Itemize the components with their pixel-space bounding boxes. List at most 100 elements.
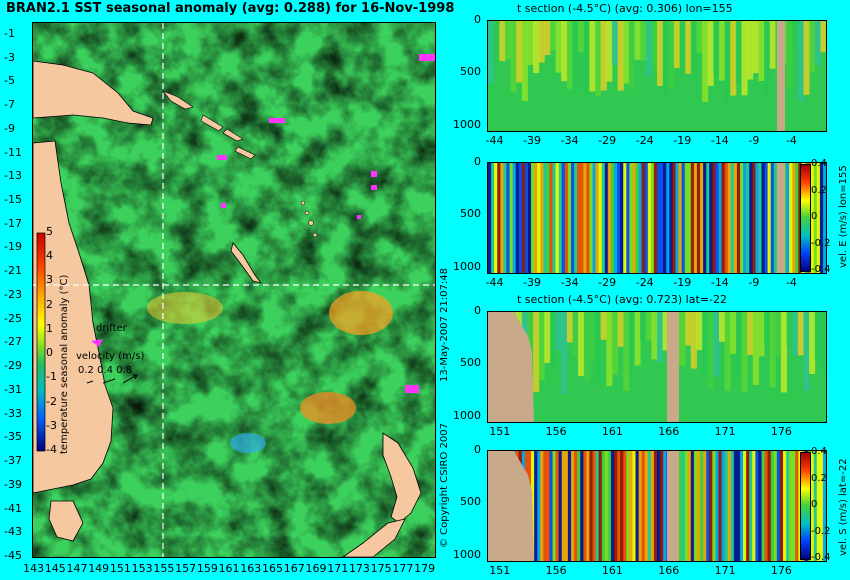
lat-tick-label: -19 <box>4 240 22 254</box>
timestamp-text: 13-May-2007 21:07:48 <box>439 268 450 382</box>
section-cell <box>816 451 821 561</box>
section-cell <box>494 163 498 273</box>
section-cell <box>509 163 514 273</box>
velocity-colorbar-tick: 0.4 <box>811 158 827 169</box>
section-cell <box>544 21 551 55</box>
section-land <box>777 163 785 273</box>
velocity-colorbar-tick: 0.2 <box>811 472 827 484</box>
lon-tick-label: 147 <box>66 562 88 575</box>
section-cell <box>721 451 726 561</box>
section-x-tick: 156 <box>545 564 567 577</box>
lon-tick-label: 149 <box>88 562 110 575</box>
section-y-tick: 0 <box>474 155 481 168</box>
velocity-colorbar-tick: 0 <box>811 211 818 222</box>
section-cell <box>650 163 655 273</box>
section-cell <box>638 163 643 273</box>
section-x-tick: 171 <box>714 564 736 577</box>
colorbar-tick-label: 1 <box>46 321 53 335</box>
lat-tick-label: -37 <box>4 454 22 468</box>
sst-map-svg <box>33 23 435 557</box>
section-cell <box>789 451 793 561</box>
lon-tick-label: 165 <box>262 562 284 575</box>
section-cell <box>706 451 710 561</box>
lat-tick-label: -31 <box>4 382 22 396</box>
section-cell <box>555 451 560 561</box>
section-cell <box>706 163 710 273</box>
section-x-tick: -14 <box>710 134 729 147</box>
australia-land <box>33 140 114 494</box>
colorbar-tick-label: 2 <box>46 297 53 311</box>
section-cell <box>730 312 737 354</box>
section-cell <box>678 163 683 273</box>
lat-tick-label: -13 <box>4 169 22 183</box>
section-cell <box>792 312 799 357</box>
section-cell <box>617 312 624 347</box>
section-cell <box>595 312 602 382</box>
section-cell <box>561 163 566 273</box>
section-cell <box>510 21 517 93</box>
section-x-tick: -39 <box>523 276 542 289</box>
section-cell <box>746 451 750 561</box>
section-cell <box>803 312 810 391</box>
section-cell <box>736 451 741 561</box>
section-cell <box>632 163 636 273</box>
section-cell <box>775 312 782 357</box>
lat-tick-label: -45 <box>4 549 22 562</box>
section-cell <box>653 163 658 273</box>
section-cell <box>749 451 753 561</box>
lat-tick-label: -27 <box>4 335 22 349</box>
section-cell <box>546 451 550 561</box>
section-y-tick: 500 <box>460 65 481 79</box>
section-cell <box>574 451 578 561</box>
section-cell <box>741 21 748 96</box>
section-cell <box>538 21 545 63</box>
section-cell <box>504 21 511 60</box>
section-cell <box>718 163 723 273</box>
section-cell <box>623 163 627 273</box>
section-cell <box>792 451 796 561</box>
lon-tick-label: 151 <box>109 562 131 575</box>
section-cell <box>663 451 667 561</box>
section-cell <box>685 312 692 346</box>
section-x-tick: -24 <box>635 134 654 147</box>
section-cell <box>786 21 793 89</box>
section-cell <box>792 21 799 51</box>
section-cell <box>752 451 756 561</box>
section-cell <box>779 451 784 561</box>
section-cell <box>770 163 775 273</box>
section-cell <box>629 451 633 561</box>
section-cell <box>696 163 701 273</box>
lon-tick-label: 171 <box>327 562 349 575</box>
lon-tick-label: 153 <box>131 562 153 575</box>
section-cell <box>555 163 560 273</box>
colorbar-tick-label: -2 <box>46 394 57 408</box>
section-cell <box>687 451 692 561</box>
section-cell <box>500 163 504 273</box>
section-x-tick: -24 <box>635 276 654 289</box>
section-cell <box>767 163 772 273</box>
section-cell <box>572 21 579 95</box>
velocity-colorbar-tick: 0.2 <box>811 184 827 196</box>
section-cell <box>634 21 641 60</box>
lat-tick-label: -35 <box>4 430 22 444</box>
section-cell <box>566 312 573 343</box>
section-cell <box>681 451 686 561</box>
section-cell <box>660 163 664 273</box>
section-cell <box>620 451 624 561</box>
section-land <box>667 312 679 422</box>
section-cell <box>634 312 641 366</box>
section-cell <box>537 451 541 561</box>
section-cell <box>681 163 686 273</box>
section-cell <box>703 163 707 273</box>
section-cell <box>792 163 796 273</box>
lon-tick-label: 155 <box>153 562 175 575</box>
section-cell <box>604 163 609 273</box>
lon-tick-label: 143 <box>23 562 44 575</box>
section-cell <box>617 451 621 561</box>
section-cell <box>601 451 606 561</box>
section-cell <box>700 451 704 561</box>
section-x-tick: -34 <box>560 134 579 147</box>
section-cell <box>730 163 735 273</box>
section-x-tick: -14 <box>710 276 729 289</box>
section-cell <box>770 451 775 561</box>
